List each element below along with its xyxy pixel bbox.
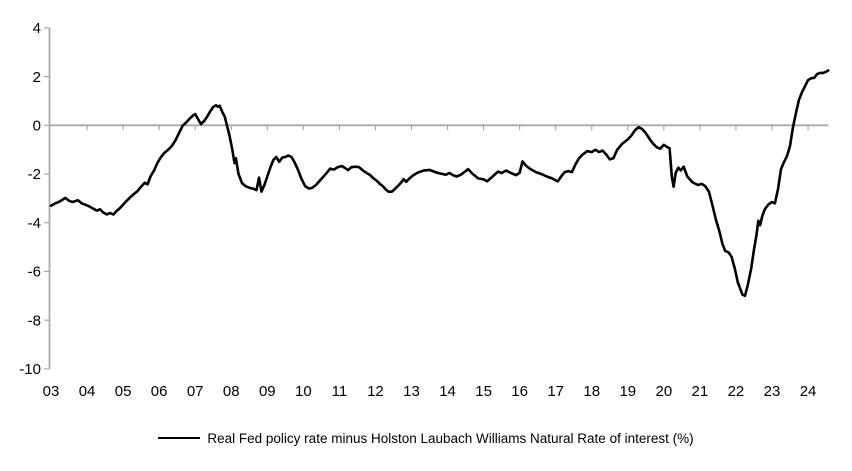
svg-text:10: 10 (295, 383, 312, 400)
svg-text:2: 2 (33, 69, 41, 86)
svg-text:13: 13 (403, 383, 420, 400)
svg-text:-2: -2 (28, 166, 41, 183)
svg-text:16: 16 (511, 383, 528, 400)
svg-text:14: 14 (439, 383, 456, 400)
svg-text:12: 12 (367, 383, 384, 400)
svg-text:03: 03 (43, 383, 60, 400)
svg-text:07: 07 (187, 383, 204, 400)
svg-text:22: 22 (728, 383, 745, 400)
svg-text:24: 24 (800, 383, 817, 400)
svg-text:05: 05 (115, 383, 132, 400)
svg-text:15: 15 (475, 383, 492, 400)
svg-text:17: 17 (547, 383, 564, 400)
legend-line-swatch (158, 437, 201, 439)
legend-label: Real Fed policy rate minus Holston Lauba… (207, 430, 694, 446)
svg-text:20: 20 (656, 383, 673, 400)
svg-text:04: 04 (79, 383, 96, 400)
svg-text:11: 11 (332, 383, 348, 400)
svg-text:18: 18 (583, 383, 600, 400)
svg-text:09: 09 (259, 383, 276, 400)
svg-text:-10: -10 (19, 361, 41, 378)
svg-text:19: 19 (619, 383, 636, 400)
svg-text:-4: -4 (28, 215, 41, 232)
svg-text:23: 23 (764, 383, 781, 400)
svg-text:4: 4 (33, 20, 41, 37)
svg-text:21: 21 (692, 383, 709, 400)
svg-text:08: 08 (223, 383, 240, 400)
svg-text:06: 06 (151, 383, 168, 400)
svg-text:-8: -8 (28, 312, 41, 329)
svg-text:-6: -6 (28, 264, 41, 281)
chart-legend: Real Fed policy rate minus Holston Lauba… (0, 428, 852, 448)
svg-text:0: 0 (33, 118, 41, 135)
